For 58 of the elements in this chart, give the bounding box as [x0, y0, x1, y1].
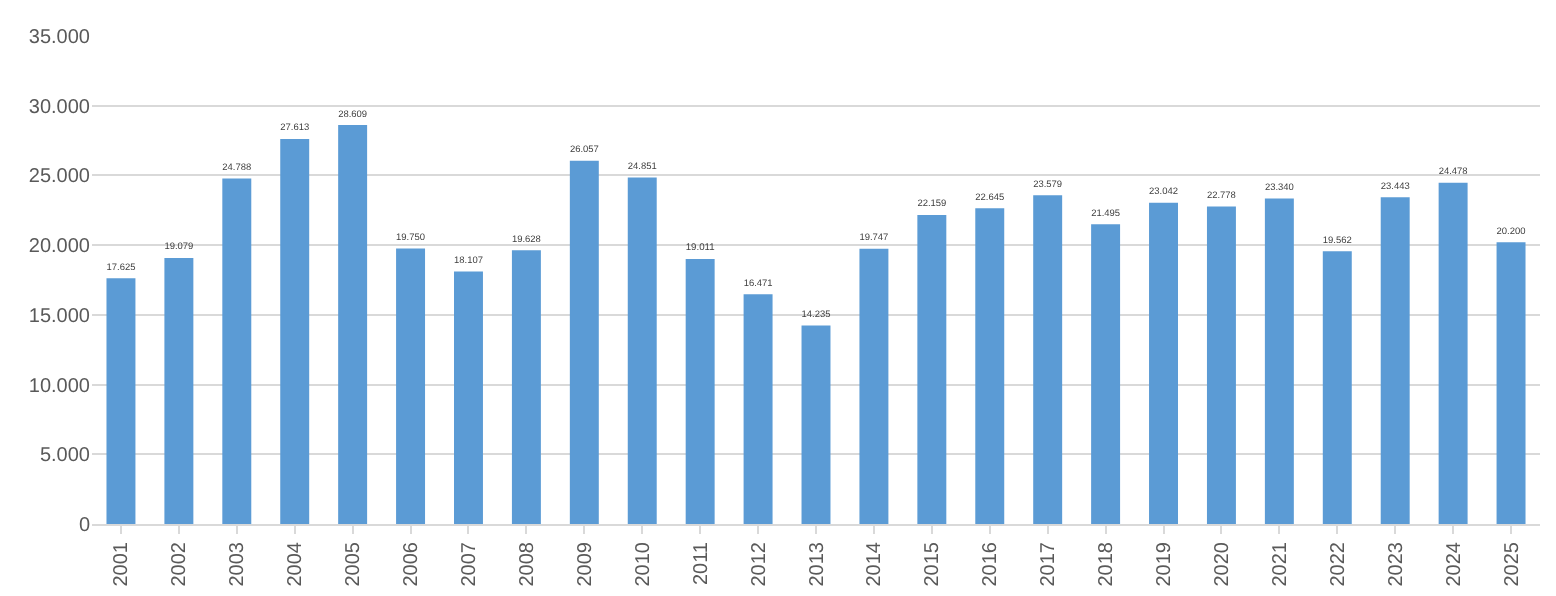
y-tick-label: 25.000 [28, 166, 91, 189]
x-tick-label: 2025 [1501, 541, 1524, 587]
bar [1322, 251, 1352, 524]
y-tick-label: 15.000 [28, 305, 91, 328]
x-tick-label: 2004 [285, 541, 308, 587]
x-tick-label: 2007 [458, 541, 481, 587]
x-tick-label: 2003 [227, 541, 250, 587]
bar [338, 125, 368, 524]
x-tick-label: 2022 [1327, 541, 1350, 587]
bar [222, 178, 252, 524]
bar [569, 160, 599, 524]
bar [1033, 195, 1063, 524]
bar [743, 294, 773, 524]
y-tick-label: 30.000 [28, 96, 91, 119]
bar [280, 139, 310, 524]
x-tick-label: 2010 [632, 541, 655, 587]
bar [106, 278, 136, 524]
x-tick-label: 2024 [1443, 541, 1466, 587]
x-tick-label: 2009 [574, 541, 597, 587]
bar [801, 325, 831, 524]
bar [1206, 206, 1236, 524]
x-tick-label: 2023 [1385, 541, 1408, 587]
bar [164, 257, 194, 524]
bar [1438, 182, 1468, 524]
x-tick-label: 2006 [401, 541, 424, 587]
x-tick-label: 2008 [516, 541, 539, 587]
bar [917, 215, 947, 524]
y-tick-label: 5.000 [39, 445, 91, 468]
x-tick-label: 2014 [864, 541, 887, 587]
y-tick-label: 10.000 [28, 375, 91, 398]
x-tick-label: 2016 [980, 541, 1003, 587]
y-tick-label: 35.000 [28, 27, 91, 49]
x-tick-label: 2005 [343, 541, 366, 587]
x-tick-label: 2012 [748, 541, 771, 587]
bar [685, 258, 715, 524]
bar [454, 271, 483, 524]
y-tick-label: 0 [78, 515, 91, 537]
bar [1091, 224, 1121, 524]
x-tick-label: 2013 [806, 541, 829, 587]
x-tick-label: 2001 [111, 541, 134, 587]
x-tick-label: 2015 [922, 541, 945, 587]
x-tick-label: 2017 [1038, 541, 1061, 587]
x-tick-label: 2019 [1154, 541, 1177, 587]
bar [1149, 202, 1178, 524]
x-tick-label: 2020 [1211, 541, 1234, 587]
bar [1496, 242, 1526, 524]
y-tick-label: 20.000 [28, 236, 91, 259]
x-tick-label: 2021 [1269, 541, 1292, 587]
bar [627, 177, 657, 524]
bar [859, 248, 889, 524]
x-tick-label: 2011 [690, 541, 713, 586]
bar [511, 250, 541, 524]
bar [1380, 197, 1410, 524]
bar [1264, 198, 1294, 524]
x-tick-label: 2018 [1096, 541, 1119, 587]
bar [975, 208, 1005, 524]
bar [396, 248, 426, 524]
x-tick-label: 2002 [169, 541, 192, 587]
